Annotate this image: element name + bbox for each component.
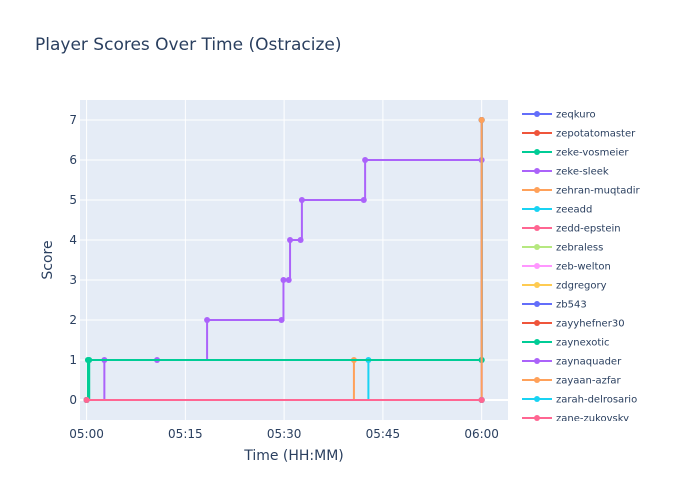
legend-item[interactable]: zaynexotic [522,338,610,349]
data-point[interactable] [204,317,211,323]
legend-item[interactable]: zarah-delrosario [522,395,637,406]
data-point[interactable] [360,197,367,203]
legend-label: zedd-epstein [556,224,621,235]
plot-area [80,100,508,420]
legend-marker-icon [534,168,540,174]
legend-label: zane-zukovsky [556,414,629,425]
x-tick-label: 05:15 [168,427,203,441]
data-point[interactable] [297,237,304,243]
x-tick-label: 05:30 [267,427,302,441]
legend-label: zeke-vosmeier [556,148,629,159]
legend-label: zeke-sleek [556,167,609,178]
legend-item[interactable]: zeke-sleek [522,167,609,178]
y-tick-label: 6 [69,153,77,167]
y-tick-label: 1 [69,353,77,367]
legend-marker-icon [534,377,540,383]
legend-marker-icon [534,187,540,193]
legend-label: zebraless [556,243,603,254]
legend-label: zb543 [556,300,587,311]
data-point[interactable] [478,117,485,123]
y-tick-label: 2 [69,313,77,327]
legend-marker-icon [534,415,540,421]
chart-title: Player Scores Over Time (Ostracize) [35,35,342,55]
legend-marker-icon [534,244,540,250]
series-zane-zukovsky[interactable] [83,397,485,403]
y-tick-label: 4 [69,233,77,247]
legend-label: zayaan-azfar [556,376,622,387]
legend-label: zeqkuro [556,110,596,121]
legend-item[interactable]: zeeadd [522,205,592,216]
x-tick-label: 05:00 [69,427,104,441]
legend-item[interactable]: zeb-welton [522,262,611,273]
data-point[interactable] [287,237,294,243]
legend-item[interactable]: zebraless [522,243,603,254]
x-tick-label: 05:45 [366,427,401,441]
legend-marker-icon [534,111,540,117]
legend-label: zarah-delrosario [556,395,637,406]
data-point[interactable] [285,277,292,283]
legend[interactable]: zeqkuro zepotatomaster zeke-vosmeier zeke-s… [522,110,641,425]
legend-item[interactable]: zeke-vosmeier [522,148,629,159]
series-layer [83,117,485,403]
x-axis-ticks: 05:00 05:15 05:30 05:45 06:00 [69,427,499,441]
legend-marker-icon [534,130,540,136]
data-point[interactable] [280,277,287,283]
legend-marker-icon [534,358,540,364]
data-point[interactable] [298,197,305,203]
y-tick-label: 5 [69,193,77,207]
legend-marker-icon [534,339,540,345]
y-axis-title: Score [40,240,56,279]
legend-item[interactable]: zeqkuro [522,110,596,121]
y-tick-label: 0 [69,393,77,407]
data-point[interactable] [86,357,93,363]
legend-marker-icon [534,301,540,307]
data-point[interactable] [362,157,369,163]
legend-marker-icon [534,396,540,402]
legend-label: zehran-muqtadir [556,186,641,197]
legend-item[interactable]: zdgregory [522,281,607,292]
y-tick-label: 7 [69,113,77,127]
y-tick-label: 3 [69,273,77,287]
legend-item[interactable]: zayaan-azfar [522,376,622,387]
x-tick-label: 06:00 [464,427,499,441]
legend-label: zdgregory [556,281,607,292]
y-axis-ticks: 0 1 2 3 4 5 6 7 [69,113,77,407]
legend-marker-icon [534,225,540,231]
legend-label: zaynexotic [556,338,610,349]
legend-item[interactable]: zedd-epstein [522,224,621,235]
legend-label: zeb-welton [556,262,611,273]
legend-item[interactable]: zaynaquader [522,357,622,368]
data-point[interactable] [83,397,90,403]
legend-marker-icon [534,282,540,288]
legend-item[interactable]: zehran-muqtadir [522,186,641,197]
legend-label: zaynaquader [556,357,622,368]
legend-item[interactable]: zayyhefner30 [522,319,625,330]
legend-marker-icon [534,149,540,155]
legend-item[interactable]: zb543 [522,300,587,311]
legend-label: zayyhefner30 [556,319,625,330]
legend-item[interactable]: zane-zukovsky [522,414,629,425]
data-point[interactable] [478,397,485,403]
legend-label: zeeadd [556,205,592,216]
legend-item[interactable]: zepotatomaster [522,129,636,140]
legend-marker-icon [534,206,540,212]
legend-marker-icon [534,320,540,326]
legend-marker-icon [534,263,540,269]
data-point[interactable] [278,317,285,323]
legend-label: zepotatomaster [556,129,636,140]
x-axis-title: Time (HH:MM) [243,448,344,464]
